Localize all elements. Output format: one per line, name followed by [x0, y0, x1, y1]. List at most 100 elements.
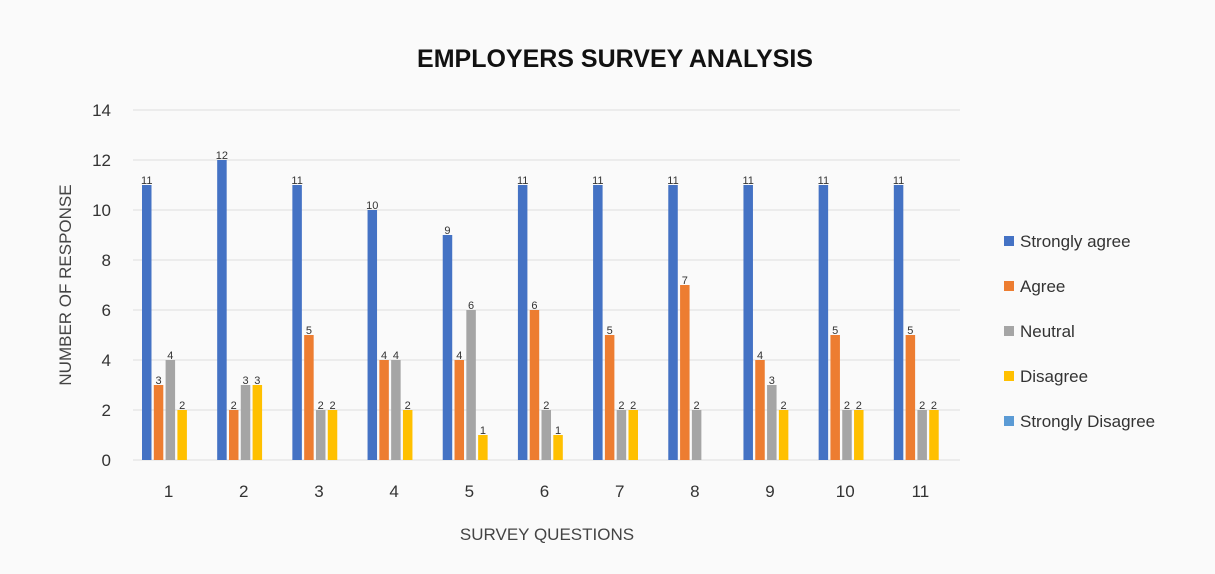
bar-q3-agree [304, 335, 314, 460]
bar-value-label: 11 [141, 175, 152, 187]
bar-q1-strongly-agree [142, 185, 152, 460]
y-tick-label: 4 [102, 351, 111, 370]
y-tick-label: 12 [92, 151, 111, 170]
bar-q11-neutral [917, 410, 927, 460]
bar-value-label: 5 [832, 325, 838, 337]
bar-value-label: 2 [781, 400, 787, 412]
bar-value-label: 2 [405, 400, 411, 412]
bar-value-label: 10 [366, 200, 378, 212]
bar-value-label: 3 [769, 375, 775, 387]
x-tick-label: 5 [465, 482, 474, 501]
bar-value-label: 2 [179, 400, 185, 412]
bar-value-label: 11 [517, 175, 528, 187]
bar-value-label: 3 [155, 375, 161, 387]
legend-label: Agree [1020, 277, 1065, 296]
bar-q2-disagree [252, 385, 263, 460]
bar-q11-disagree [929, 410, 939, 460]
bar-value-label: 1 [555, 425, 561, 437]
bar-q2-neutral [240, 385, 251, 460]
legend-label: Strongly Disagree [1020, 412, 1155, 431]
bar-q9-disagree [778, 410, 789, 460]
bar-q9-agree [755, 360, 765, 460]
x-tick-label: 3 [314, 482, 323, 501]
bar-q4-strongly-agree [367, 210, 378, 460]
y-axis-ticks: 0 2 4 6 8 10 12 14 [92, 101, 111, 470]
bar-q10-agree [830, 335, 840, 460]
x-axis-label: SURVEY QUESTIONS [460, 525, 634, 544]
x-tick-label: 9 [765, 482, 774, 501]
x-tick-label: 7 [615, 482, 624, 501]
legend-swatch [1004, 416, 1014, 426]
bar-q4-neutral [391, 360, 401, 460]
bar-q2-strongly-agree [217, 160, 227, 460]
bar-q7-disagree [628, 410, 638, 460]
x-tick-label: 10 [836, 482, 855, 501]
bar-q9-strongly-agree [743, 185, 753, 460]
y-tick-label: 6 [102, 301, 111, 320]
bar-q10-disagree [854, 410, 864, 460]
bar-value-label: 5 [907, 325, 913, 337]
legend-label: Disagree [1020, 367, 1088, 386]
bar-q11-agree [905, 335, 916, 460]
bar-value-label: 5 [306, 325, 312, 337]
bar-q3-disagree [327, 410, 338, 460]
bar-value-label: 3 [254, 375, 260, 387]
bar-q5-disagree [478, 435, 488, 460]
bar-q6-disagree [553, 435, 563, 460]
y-tick-label: 2 [102, 401, 111, 420]
bar-q8-agree [680, 285, 690, 460]
bar-value-label: 2 [318, 400, 324, 412]
bar-value-label: 3 [242, 375, 248, 387]
bar-q10-neutral [842, 410, 852, 460]
bar-q6-agree [529, 310, 540, 460]
x-tick-label: 11 [912, 482, 930, 501]
x-tick-label: 8 [690, 482, 699, 501]
bar-value-label: 2 [231, 400, 237, 412]
bar-q7-strongly-agree [593, 185, 603, 460]
y-tick-label: 10 [92, 201, 111, 220]
bar-q7-agree [604, 335, 615, 460]
bar-q9-neutral [767, 385, 777, 460]
bar-value-label: 9 [444, 225, 450, 237]
bar-q4-disagree [402, 410, 413, 460]
bar-q4-agree [379, 360, 389, 460]
legend-swatch [1004, 281, 1014, 291]
bar-value-label: 2 [919, 400, 925, 412]
bar-q1-disagree [177, 410, 187, 460]
bar-value-label: 11 [592, 175, 603, 187]
bar-value-label: 11 [667, 175, 678, 187]
gridlines [133, 109, 960, 461]
bar-value-label: 4 [381, 350, 387, 362]
legend: Strongly agree Agree Neutral Disagree Strong… [1004, 232, 1155, 431]
legend-label: Strongly agree [1020, 232, 1131, 251]
bar-q6-neutral [541, 410, 552, 460]
bar-q3-neutral [315, 410, 326, 460]
legend-label: Neutral [1020, 322, 1075, 341]
legend-swatch [1004, 371, 1014, 381]
bar-value-label: 2 [931, 400, 937, 412]
bar-q8-strongly-agree [668, 185, 678, 460]
bar-q5-neutral [466, 310, 476, 460]
bar-value-label: 11 [742, 175, 753, 187]
x-tick-label: 6 [540, 482, 549, 501]
bar-q3-strongly-agree [292, 185, 302, 460]
bar-q1-neutral [165, 360, 176, 460]
bar-value-label: 1 [480, 425, 486, 437]
bar-value-label: 4 [757, 350, 763, 362]
bar-q7-neutral [616, 410, 627, 460]
bar-value-label: 11 [818, 175, 829, 187]
legend-swatch [1004, 236, 1014, 246]
bar-q1-agree [153, 385, 164, 460]
bar-value-label: 4 [167, 350, 173, 362]
chart-title: EMPLOYERS SURVEY ANALYSIS [417, 45, 813, 73]
y-tick-label: 14 [92, 101, 111, 120]
x-tick-label: 2 [239, 482, 248, 501]
bar-value-label: 11 [893, 175, 904, 187]
bar-value-label: 4 [393, 350, 399, 362]
bar-value-label: 2 [630, 400, 636, 412]
x-tick-label: 4 [389, 482, 398, 501]
bar-value-label: 2 [543, 400, 549, 412]
bar-value-label: 2 [694, 400, 700, 412]
